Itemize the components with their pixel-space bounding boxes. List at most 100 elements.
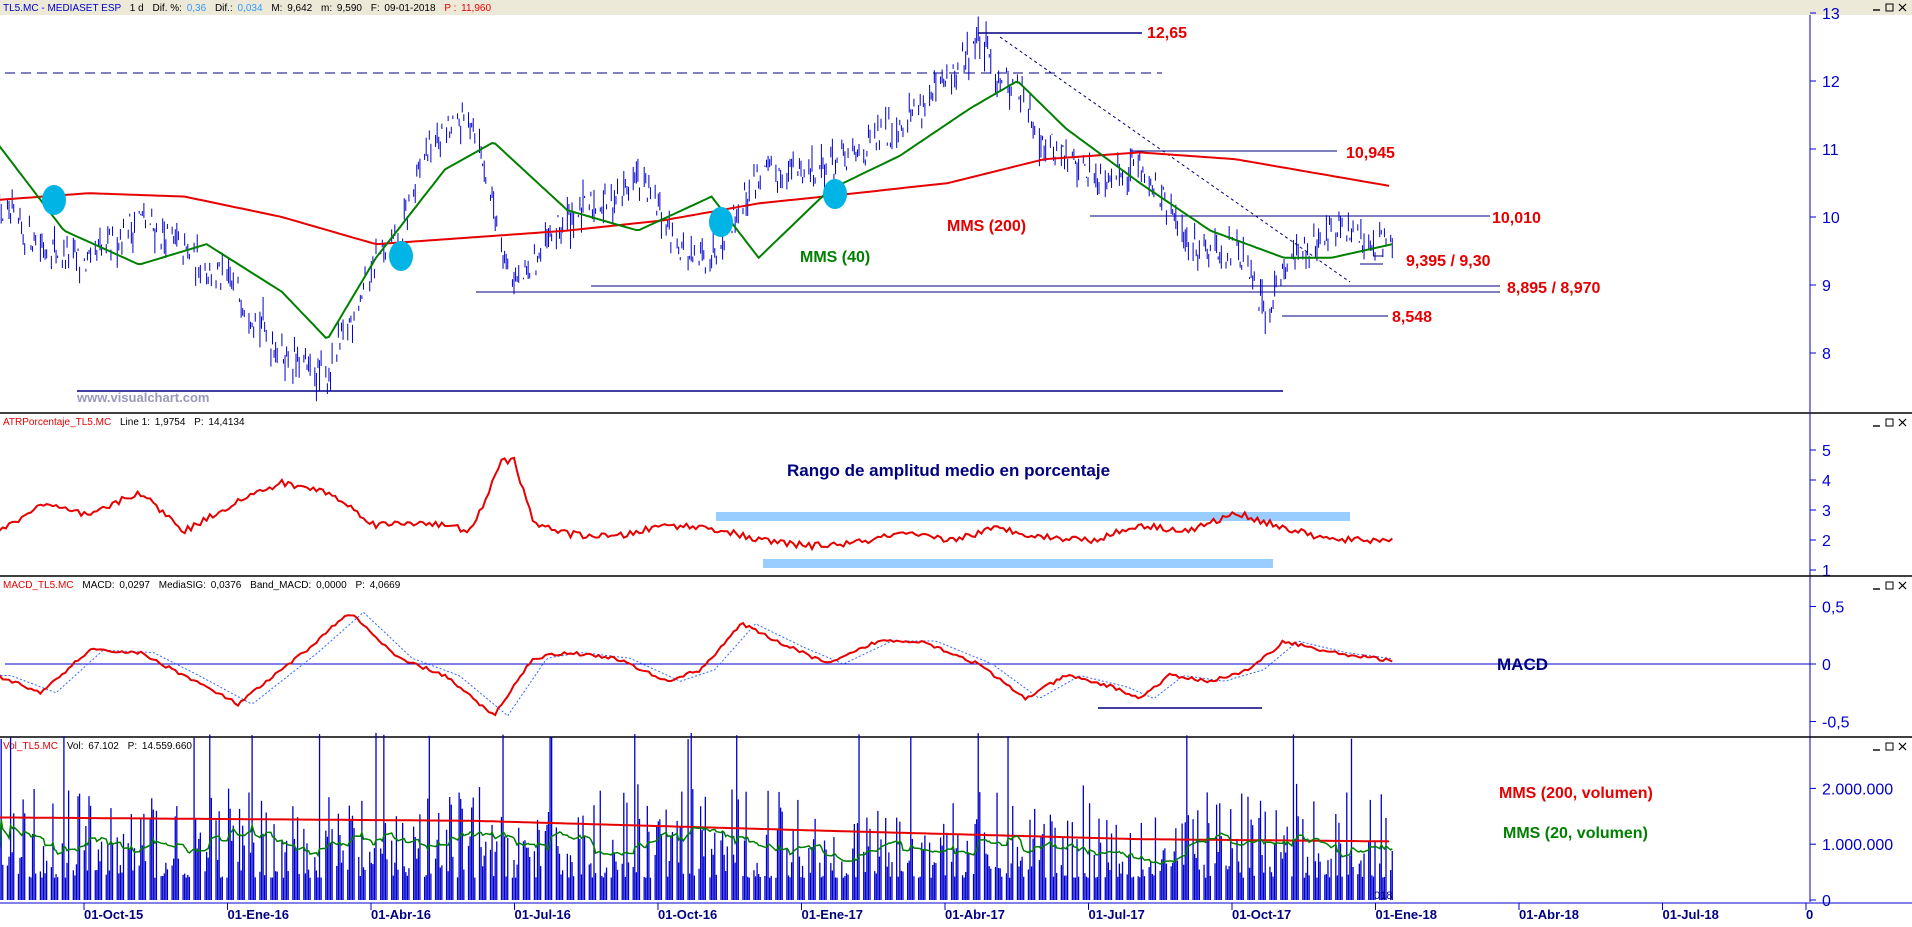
macd-signal-line bbox=[0, 611, 1393, 717]
price-header-p: 11,960 bbox=[461, 3, 491, 14]
volume-y-tick-label: 2.000.000 bbox=[1822, 781, 1893, 798]
price-header-min-label: m: bbox=[321, 3, 332, 14]
price-header-date-label: F: bbox=[371, 3, 380, 14]
label-mms200: MMS (200) bbox=[947, 218, 1026, 235]
crossover-marker bbox=[42, 185, 66, 215]
annotation-8-548: 8,548 bbox=[1392, 309, 1432, 326]
price-header-difpct-label: Dif. %: bbox=[152, 3, 181, 14]
annotation-10-945: 10,945 bbox=[1346, 145, 1395, 162]
macd-line bbox=[0, 614, 1393, 717]
sma200-line bbox=[0, 151, 1390, 246]
x-axis: 01-Oct-15 01-Ene-16 01-Abr-16 01-Jul-16 01-O… bbox=[83, 903, 1813, 922]
volume-sma200-line bbox=[0, 816, 1390, 843]
price-header-dif: 0,034 bbox=[238, 3, 263, 14]
annotation-12-65: 12,65 bbox=[1147, 25, 1187, 42]
price-y-tick-label: 9 bbox=[1822, 278, 1831, 295]
volume-maximize-button[interactable] bbox=[1885, 742, 1894, 751]
atr-y-tick-label: 5 bbox=[1822, 443, 1831, 460]
price-header-period: 1 d bbox=[130, 3, 144, 14]
atr-header-p-label: P: bbox=[194, 417, 203, 428]
volume-bars bbox=[0, 732, 1393, 900]
price-pane-header: TL5.MC - MEDIASET ESP 1 d Dif. %: 0,36 D… bbox=[3, 3, 491, 14]
price-header-p-label: P : bbox=[444, 3, 456, 14]
price-y-tick-label: 11 bbox=[1822, 142, 1839, 159]
sma40-line bbox=[0, 80, 1393, 339]
crossover-markers bbox=[42, 179, 847, 271]
x-tick-label: 01-Abr-17 bbox=[945, 907, 1005, 922]
x-tick-label: 0 bbox=[1806, 907, 1813, 922]
volume-y-axis: 2.000.000 1.000.000 0 bbox=[1810, 781, 1893, 910]
annotation-8-895: 8,895 / 8,970 bbox=[1507, 280, 1601, 297]
macd-header-sig-label: MediaSIG: bbox=[159, 580, 206, 591]
price-header-dif-label: Dif.: bbox=[215, 3, 233, 14]
x-tick-label: 01-Jul-17 bbox=[1089, 907, 1145, 922]
atr-title: Rango de amplitud medio en porcentaje bbox=[787, 461, 1110, 480]
price-minimize-button[interactable] bbox=[1872, 3, 1881, 12]
volume-close-button[interactable] bbox=[1898, 742, 1907, 751]
volume-header-vol: 67.102 bbox=[88, 741, 119, 752]
crossover-marker bbox=[389, 241, 413, 271]
macd-header-macd-label: MACD: bbox=[82, 580, 114, 591]
price-pane-window-controls bbox=[1872, 3, 1907, 12]
price-y-tick-label: 10 bbox=[1822, 210, 1840, 227]
price-header-difpct: 0,36 bbox=[187, 3, 207, 14]
x-tick-label: 01-Oct-15 bbox=[84, 907, 143, 922]
crossover-marker bbox=[709, 207, 733, 237]
macd-close-button[interactable] bbox=[1898, 581, 1907, 590]
label-mms20-volume: MMS (20, volumen) bbox=[1503, 825, 1648, 842]
x-tick-label: 01-Abr-18 bbox=[1519, 907, 1579, 922]
price-y-tick-label: 13 bbox=[1822, 6, 1840, 23]
watermark: www.visualchart.com bbox=[76, 390, 209, 405]
x-tick-label: 01-Abr-16 bbox=[371, 907, 431, 922]
macd-header-p: 4,0669 bbox=[370, 580, 401, 591]
x-tick-label: 01-Jul-18 bbox=[1663, 907, 1719, 922]
price-header-max: 9,642 bbox=[287, 3, 312, 14]
atr-header-p: 14,4134 bbox=[208, 417, 245, 428]
price-header-max-label: M: bbox=[271, 3, 282, 14]
atr-header-line: 1,9754 bbox=[155, 417, 186, 428]
macd-header-name: MACD_TL5.MC bbox=[3, 580, 74, 591]
label-mms40: MMS (40) bbox=[800, 249, 870, 266]
atr-y-tick-label: 1 bbox=[1822, 563, 1831, 580]
crossover-marker bbox=[823, 179, 847, 209]
atr-pane-header: ATRPorcentaje_TL5.MC Line 1: 1,9754 P: 1… bbox=[3, 417, 245, 428]
price-y-tick-label: 8 bbox=[1822, 346, 1831, 363]
atr-y-tick-label: 2 bbox=[1822, 533, 1831, 550]
volume-header-p-label: P: bbox=[128, 741, 137, 752]
atr-band-upper bbox=[716, 512, 1350, 521]
macd-pane-window-controls bbox=[1873, 581, 1907, 590]
macd-y-tick-label: 0,5 bbox=[1822, 600, 1844, 617]
atr-band-lower bbox=[763, 559, 1273, 568]
macd-header-macd: 0,0297 bbox=[119, 580, 150, 591]
price-close-button[interactable] bbox=[1898, 3, 1907, 12]
price-pane-header-bar bbox=[0, 0, 1912, 15]
x-tick-label: 01-Ene-18 bbox=[1376, 907, 1437, 922]
volume-header-name: Vol_TL5.MC bbox=[3, 741, 58, 752]
atr-y-axis: 5 4 3 2 1 bbox=[1810, 443, 1831, 580]
x-tick-label: 01-Ene-17 bbox=[802, 907, 863, 922]
x-tick-label: 01-Oct-16 bbox=[658, 907, 717, 922]
dashed-downtrend-line bbox=[999, 36, 1351, 283]
x-tick-label: 01-Jul-16 bbox=[515, 907, 571, 922]
macd-header-band: 0,0000 bbox=[316, 580, 347, 591]
volume-header-vol-label: Vol: bbox=[67, 741, 84, 752]
atr-maximize-button[interactable] bbox=[1885, 418, 1894, 427]
price-y-tick-label: 12 bbox=[1822, 74, 1840, 91]
x-tick-label: 01-Ene-16 bbox=[228, 907, 289, 922]
macd-y-tick-label: 0 bbox=[1822, 657, 1831, 674]
macd-maximize-button[interactable] bbox=[1885, 581, 1894, 590]
atr-y-tick-label: 3 bbox=[1822, 503, 1831, 520]
volume-sma20-line bbox=[0, 819, 1393, 865]
price-maximize-button[interactable] bbox=[1885, 3, 1894, 12]
atr-close-button[interactable] bbox=[1898, 418, 1907, 427]
atr-header-line-label: Line 1: bbox=[120, 417, 150, 428]
atr-header-name: ATRPorcentaje_TL5.MC bbox=[3, 417, 111, 428]
volume-pane-window-controls bbox=[1873, 742, 1907, 751]
atr-line bbox=[0, 456, 1393, 552]
price-bars bbox=[0, 16, 1393, 402]
annotation-10-010: 10,010 bbox=[1492, 210, 1541, 227]
macd-pane-header: MACD_TL5.MC MACD: 0,0297 MediaSIG: 0,037… bbox=[3, 580, 401, 591]
